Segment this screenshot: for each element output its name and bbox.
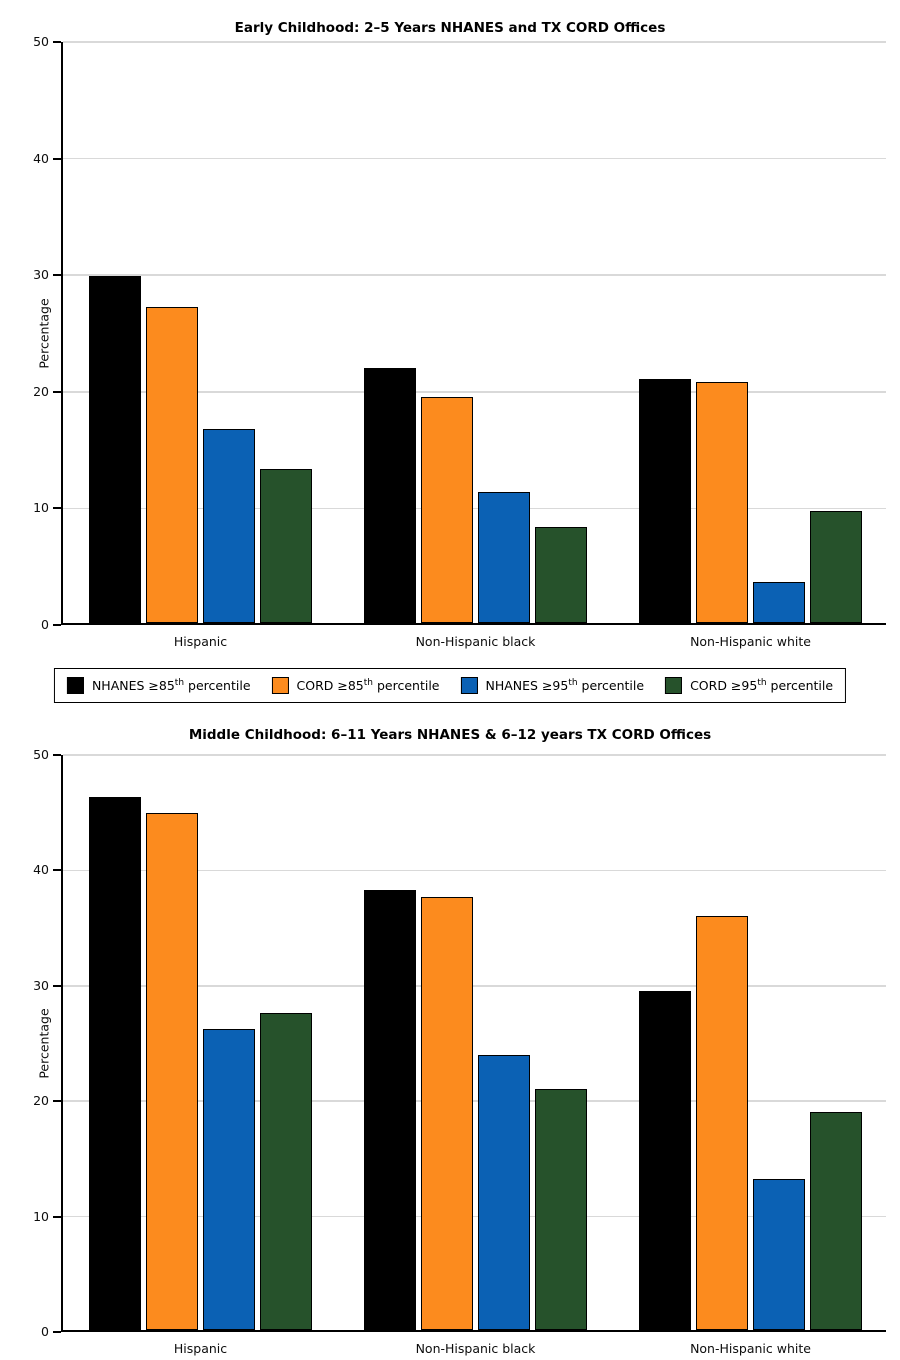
x-tick-label-non-hispanic-white: Non-Hispanic white — [690, 634, 811, 649]
y-tick-label-50: 50 — [33, 34, 49, 49]
y-tick-label-40: 40 — [33, 150, 49, 166]
chart-title-early-childhood: Early Childhood: 2–5 Years NHANES and TX… — [234, 20, 666, 36]
y-tick-mark-20 — [53, 1100, 61, 1103]
y-tick-label-10: 10 — [33, 500, 49, 516]
x-tick-label-non-hispanic-black: Non-Hispanic black — [415, 634, 536, 649]
y-axis-label: Percentage — [36, 297, 52, 369]
legend: NHANES ≥85th percentile CORD ≥85th percen… — [53, 668, 847, 703]
y-tick-mark-50 — [53, 41, 61, 43]
gridline-10 — [63, 1215, 886, 1218]
bar-non-hispanic-black-series-3 — [535, 1088, 587, 1330]
gridline-40 — [63, 157, 886, 160]
gridline-10 — [63, 507, 886, 510]
legend-item-nhanes-85th: NHANES ≥85th percentile — [66, 677, 251, 694]
y-tick-label-40: 40 — [33, 862, 49, 878]
y-tick-mark-10 — [53, 507, 61, 510]
legend-swatch-cord-85th — [271, 677, 289, 694]
gridline-50 — [63, 41, 886, 43]
gridline-40 — [63, 869, 886, 872]
legend-swatch-nhanes-95th — [460, 677, 478, 694]
y-tick-mark-0 — [53, 1331, 61, 1333]
bar-non-hispanic-black-series-3 — [535, 527, 587, 623]
y-tick-mark-10 — [53, 1215, 61, 1218]
y-tick-mark-50 — [53, 754, 61, 756]
y-axis-label: Percentage — [36, 1007, 52, 1079]
legend-label-nhanes-95th: NHANES ≥95th percentile — [485, 677, 645, 693]
bar-hispanic-series-0 — [89, 275, 141, 623]
bar-hispanic-series-3 — [260, 1012, 312, 1330]
y-tick-label-0: 0 — [41, 1324, 49, 1339]
bar-non-hispanic-black-series-0 — [364, 890, 416, 1330]
gridline-30 — [63, 274, 886, 276]
y-tick-label-0: 0 — [41, 617, 49, 632]
bar-hispanic-series-2 — [203, 429, 255, 623]
y-tick-mark-0 — [53, 624, 61, 626]
legend-item-cord-85th: CORD ≥85th percentile — [271, 677, 440, 694]
legend-label-cord-95th: CORD ≥95th percentile — [690, 677, 834, 693]
legend-swatch-nhanes-85th — [66, 677, 84, 694]
y-tick-mark-40 — [53, 157, 61, 160]
gridline-30 — [63, 985, 886, 987]
bar-non-hispanic-black-series-2 — [478, 1055, 530, 1330]
bar-hispanic-series-1 — [146, 307, 198, 623]
y-tick-mark-20 — [53, 390, 61, 393]
legend-label-cord-85th: CORD ≥85th percentile — [296, 677, 440, 693]
bar-non-hispanic-white-series-3 — [810, 511, 862, 623]
bar-hispanic-series-3 — [260, 469, 312, 623]
bar-hispanic-series-1 — [146, 813, 198, 1330]
y-tick-mark-30 — [53, 984, 61, 987]
bar-non-hispanic-black-series-1 — [421, 396, 473, 623]
chart-title-middle-childhood: Middle Childhood: 6–11 Years NHANES & 6–… — [188, 727, 712, 743]
bar-non-hispanic-white-series-2 — [753, 1178, 805, 1330]
x-tick-label-non-hispanic-black: Non-Hispanic black — [415, 1341, 536, 1356]
y-tick-label-50: 50 — [33, 747, 49, 762]
bar-non-hispanic-white-series-0 — [639, 990, 691, 1330]
y-tick-mark-40 — [53, 869, 61, 872]
legend-swatch-cord-95th — [665, 677, 683, 694]
y-tick-label-20: 20 — [33, 383, 49, 399]
bar-non-hispanic-white-series-2 — [753, 582, 805, 623]
bar-non-hispanic-black-series-2 — [478, 492, 530, 623]
gridline-20 — [63, 391, 886, 393]
gridline-20 — [63, 1100, 886, 1102]
y-tick-label-30: 30 — [33, 267, 49, 283]
y-tick-label-20: 20 — [33, 1093, 49, 1109]
bar-non-hispanic-black-series-1 — [421, 897, 473, 1330]
y-tick-label-30: 30 — [33, 977, 49, 993]
gridline-50 — [63, 754, 886, 756]
bar-non-hispanic-white-series-3 — [810, 1111, 862, 1330]
x-tick-label-hispanic: Hispanic — [173, 1341, 228, 1356]
x-tick-label-hispanic: Hispanic — [173, 634, 228, 649]
legend-item-nhanes-95th: NHANES ≥95th percentile — [460, 677, 645, 694]
bar-non-hispanic-white-series-1 — [696, 381, 748, 623]
bar-non-hispanic-black-series-0 — [364, 367, 416, 623]
bar-hispanic-series-0 — [89, 796, 141, 1330]
legend-label-nhanes-85th: NHANES ≥85th percentile — [91, 677, 251, 693]
plot-area: 0 10 20 30 40 50 Hispanic Non-Hispanic black Non… — [33, 34, 886, 649]
x-tick-label-non-hispanic-white: Non-Hispanic white — [690, 1341, 811, 1356]
bar-hispanic-series-2 — [203, 1028, 255, 1330]
bar-non-hispanic-white-series-1 — [696, 915, 748, 1330]
y-tick-label-10: 10 — [33, 1208, 49, 1224]
plot-area: 0 10 20 30 40 50 Hispanic Non-Hispanic black Non… — [33, 747, 886, 1356]
bar-non-hispanic-white-series-0 — [639, 379, 691, 623]
legend-item-cord-95th: CORD ≥95th percentile — [665, 677, 833, 694]
y-tick-mark-30 — [53, 274, 61, 277]
